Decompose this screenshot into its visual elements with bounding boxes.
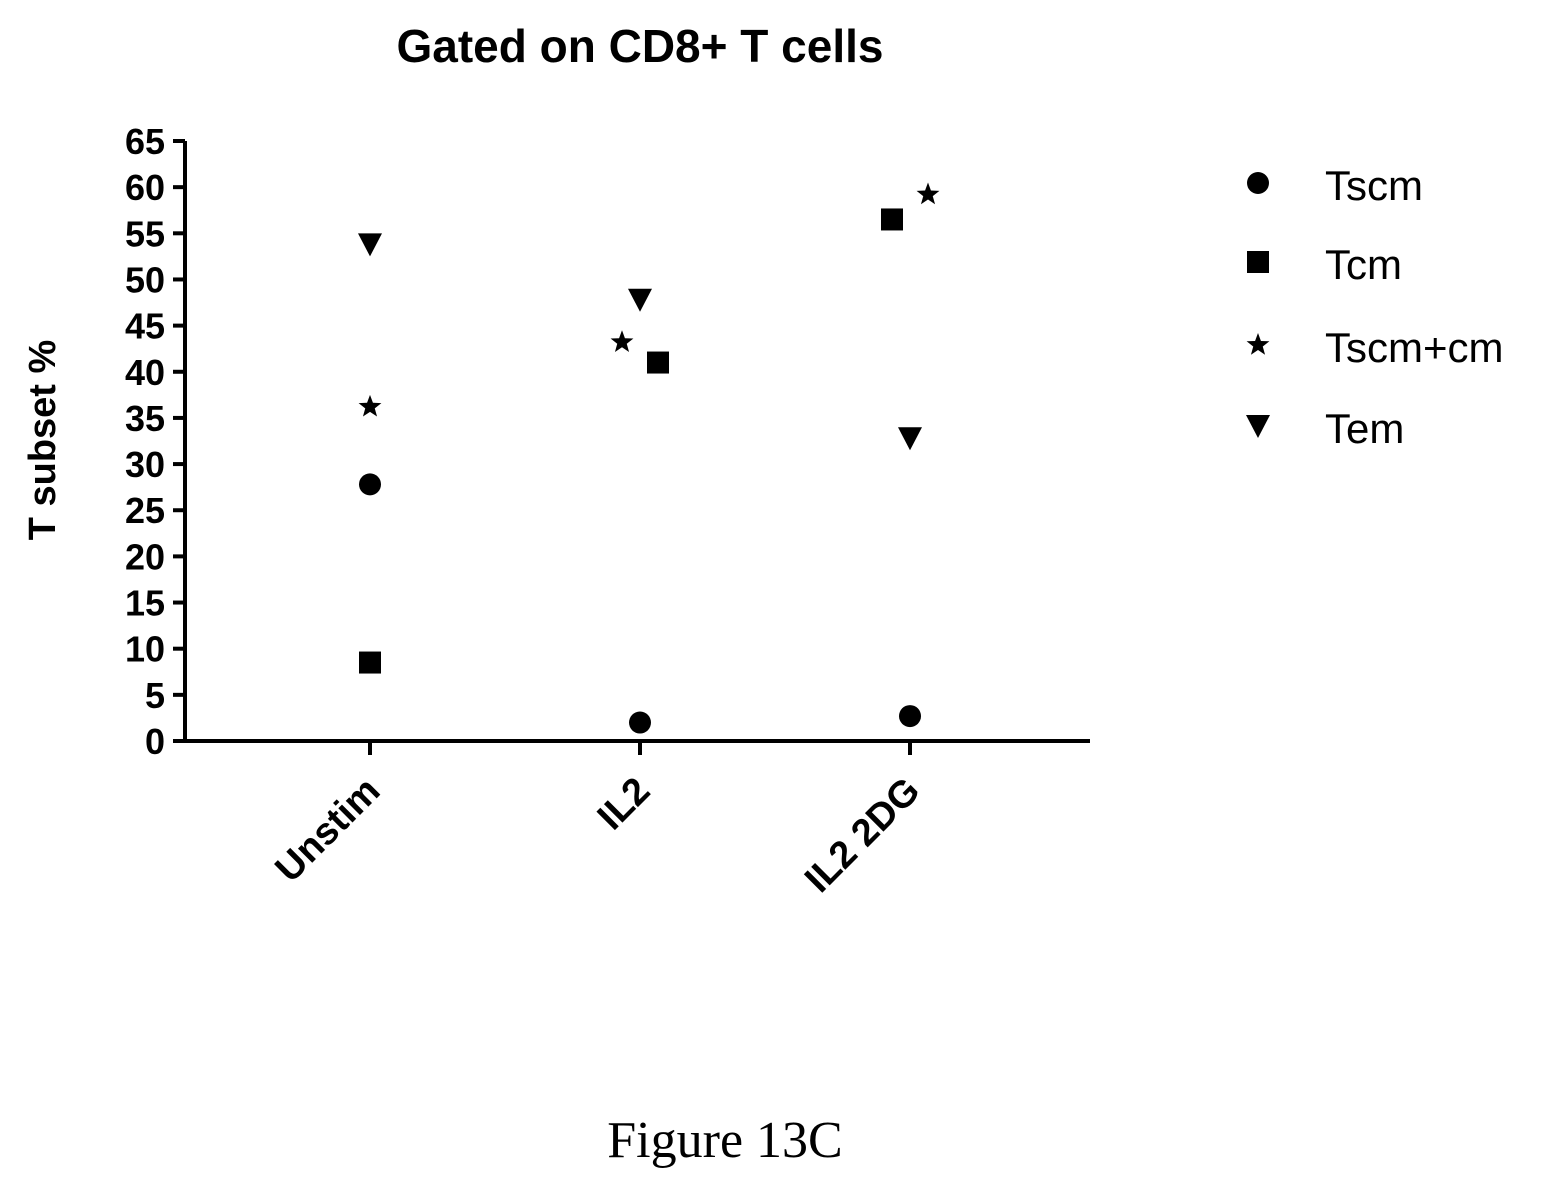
y-tick-label: 35 (125, 398, 165, 439)
y-tick-label: 45 (125, 306, 165, 347)
legend-label: Tscm (1325, 162, 1423, 209)
axes (173, 139, 1090, 755)
y-axis-label: T subset % (22, 340, 64, 541)
tick-labels: 0 5 10 15 20 25 30 35 40 45 50 55 60 65 Unstim IL2 IL2 2… (125, 121, 928, 901)
data-point-triangle-down (898, 427, 922, 451)
y-tick-label: 25 (125, 490, 165, 531)
legend-label: Tscm+cm (1325, 324, 1504, 371)
y-tick-label: 55 (125, 213, 165, 254)
y-tick-label: 40 (125, 352, 165, 393)
legend-marker-star (1246, 333, 1270, 355)
y-tick-label: 30 (125, 444, 165, 485)
y-tick-label: 20 (125, 536, 165, 577)
data-points (358, 182, 940, 734)
y-tick-label: 0 (145, 721, 165, 762)
data-point-square (359, 651, 381, 674)
figure-caption: Figure 13C (607, 1112, 842, 1169)
chart-title: Gated on CD8+ T cells (397, 20, 884, 72)
x-tick-label: IL2 (590, 770, 659, 839)
y-tick-label: 50 (125, 259, 165, 300)
data-point-star (916, 182, 940, 205)
data-point-star (610, 330, 634, 352)
y-tick-label: 60 (125, 167, 165, 208)
legend-marker-triangle-down (1246, 415, 1270, 438)
data-point-triangle-down (628, 288, 652, 312)
y-tick-label: 65 (125, 121, 165, 162)
legend: Tscm Tcm Tscm+cm Tem (1246, 162, 1504, 452)
y-tick-label: 10 (125, 629, 165, 670)
y-tick-label: 15 (125, 583, 165, 624)
data-point-triangle-down (358, 233, 382, 257)
legend-marker-circle (1247, 172, 1269, 194)
data-point-circle (629, 711, 651, 734)
legend-label: Tcm (1325, 241, 1402, 288)
data-point-square (647, 351, 669, 374)
legend-label: Tem (1325, 405, 1404, 452)
data-point-square (881, 208, 903, 231)
x-tick-label: IL2 2DG (797, 770, 928, 901)
data-point-circle (899, 705, 921, 728)
legend-marker-square (1247, 251, 1269, 273)
y-tick-label: 5 (145, 675, 165, 716)
x-tick-label: Unstim (268, 770, 389, 891)
data-point-circle (359, 473, 381, 496)
data-point-star (358, 394, 382, 417)
